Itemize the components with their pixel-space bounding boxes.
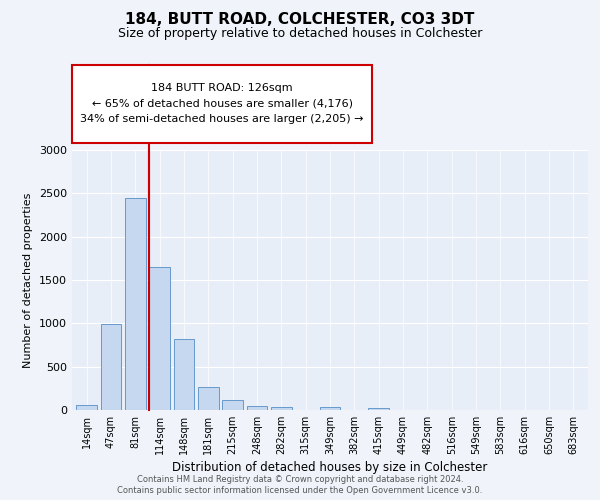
Text: Contains HM Land Registry data © Crown copyright and database right 2024.: Contains HM Land Registry data © Crown c… bbox=[137, 475, 463, 484]
Bar bbox=[125, 198, 146, 410]
Y-axis label: Number of detached properties: Number of detached properties bbox=[23, 192, 34, 368]
Text: Contains public sector information licensed under the Open Government Licence v3: Contains public sector information licen… bbox=[118, 486, 482, 495]
Text: 184, BUTT ROAD, COLCHESTER, CO3 3DT: 184, BUTT ROAD, COLCHESTER, CO3 3DT bbox=[125, 12, 475, 28]
Bar bbox=[198, 387, 218, 410]
X-axis label: Distribution of detached houses by size in Colchester: Distribution of detached houses by size … bbox=[172, 461, 488, 474]
Bar bbox=[247, 406, 268, 410]
Bar bbox=[173, 339, 194, 410]
Bar bbox=[149, 267, 170, 410]
Bar bbox=[271, 408, 292, 410]
Bar bbox=[222, 400, 243, 410]
Bar bbox=[368, 408, 389, 410]
Text: 184 BUTT ROAD: 126sqm
← 65% of detached houses are smaller (4,176)
34% of semi-d: 184 BUTT ROAD: 126sqm ← 65% of detached … bbox=[80, 83, 364, 124]
Bar bbox=[76, 405, 97, 410]
Text: Size of property relative to detached houses in Colchester: Size of property relative to detached ho… bbox=[118, 28, 482, 40]
Bar bbox=[320, 407, 340, 410]
Bar bbox=[101, 324, 121, 410]
